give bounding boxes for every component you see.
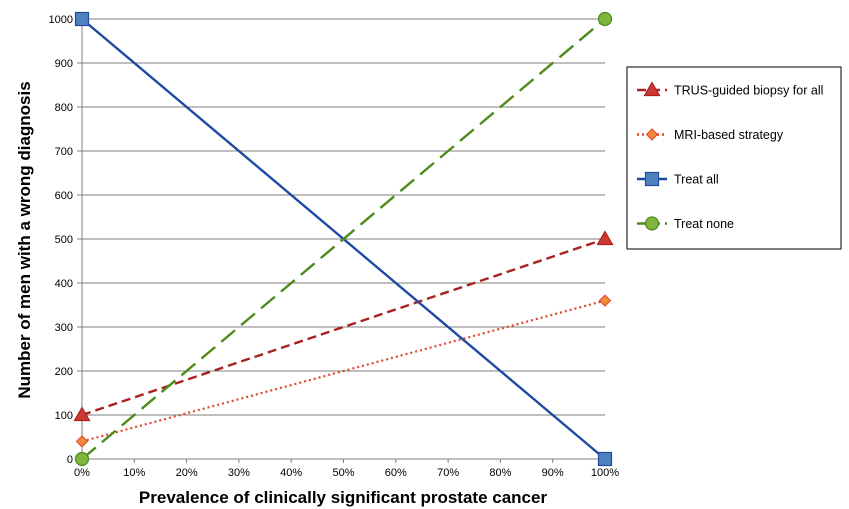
legend-label: Treat none: [674, 217, 734, 231]
y-tick-label: 1000: [49, 14, 73, 26]
data-point: [73, 406, 91, 422]
legend-label: Treat all: [674, 173, 719, 187]
data-point: [598, 294, 612, 307]
x-tick-label: 10%: [123, 467, 145, 479]
x-tick-label: 60%: [385, 467, 407, 479]
x-tick-label: 30%: [228, 467, 250, 479]
y-tick-label: 400: [55, 278, 73, 290]
x-tick-label: 100%: [591, 467, 619, 479]
y-tick-label: 300: [55, 322, 73, 334]
x-tick-label: 0%: [74, 467, 90, 479]
legend-item: TRUS-guided biopsy for all: [637, 81, 823, 98]
x-tick-label: 50%: [332, 467, 354, 479]
plot-area: [73, 11, 614, 467]
legend-item: Treat none: [637, 216, 734, 231]
x-axis-title: Prevalence of clinically significant pro…: [139, 488, 548, 507]
data-point: [75, 435, 89, 448]
y-tick-label: 800: [55, 102, 73, 114]
y-tick-label: 100: [55, 410, 73, 422]
tick-labels: 0 100 200 300 400 500 600 700 800 900 1000 0% 10% 20%…: [49, 14, 620, 479]
y-tick-label: 900: [55, 58, 73, 70]
series-4: [74, 11, 613, 467]
data-point: [597, 451, 613, 467]
data-point: [596, 230, 614, 246]
legend-box: [626, 66, 842, 250]
legend-marker: [644, 216, 660, 231]
data-point: [597, 11, 613, 27]
legend-marker: [643, 81, 661, 97]
legend-label: TRUS-guided biopsy for all: [674, 84, 823, 98]
legend-marker: [645, 128, 659, 141]
y-tick-label: 700: [55, 146, 73, 158]
series-1: [73, 230, 614, 422]
y-tick-label: 600: [55, 190, 73, 202]
y-axis-title: Number of men with a wrong diagnosis: [15, 81, 34, 398]
x-tick-label: 70%: [437, 467, 459, 479]
data-point: [74, 451, 90, 467]
legend-marker: [644, 171, 660, 187]
legend-item: Treat all: [637, 171, 719, 187]
series-line: [81, 18, 606, 460]
series-2: [75, 294, 612, 448]
y-tick-label: 500: [55, 234, 73, 246]
y-tick-label: 200: [55, 366, 73, 378]
series-line: [81, 299, 606, 443]
legend: TRUS-guided biopsy for all MRI-based stra…: [626, 66, 842, 250]
x-tick-label: 80%: [489, 467, 511, 479]
x-tick-label: 40%: [280, 467, 302, 479]
legend-item: MRI-based strategy: [637, 128, 784, 142]
data-point: [74, 11, 90, 27]
x-tick-label: 20%: [176, 467, 198, 479]
x-tick-label: 90%: [542, 467, 564, 479]
y-tick-label: 0: [67, 454, 73, 466]
legend-label: MRI-based strategy: [674, 128, 784, 142]
gridlines: [82, 18, 605, 416]
